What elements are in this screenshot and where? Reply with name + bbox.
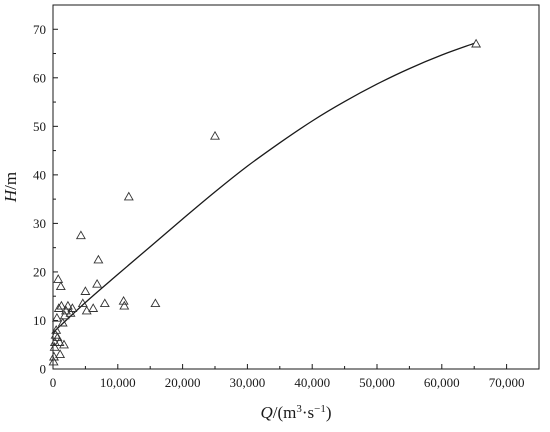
y-tick-label: 70	[33, 22, 46, 37]
data-points	[48, 38, 482, 366]
data-point-triangle	[59, 339, 69, 349]
data-point-triangle	[92, 278, 103, 288]
y-tick-label: 40	[33, 167, 46, 182]
data-point-triangle	[57, 317, 68, 327]
x-tick-label: 70,000	[489, 375, 525, 390]
data-point-triangle	[61, 305, 71, 315]
data-point-triangle	[53, 303, 64, 312]
data-point-triangle	[54, 337, 65, 346]
y-axis-label: H/m	[1, 172, 20, 203]
data-point-triangle	[51, 312, 62, 322]
fit-curve-layer	[52, 42, 475, 334]
data-point-triangle	[471, 38, 482, 48]
data-point-triangle	[48, 356, 59, 366]
data-point-triangle	[55, 349, 66, 359]
plot-frame	[52, 4, 540, 370]
data-point-triangle	[99, 298, 110, 308]
data-point-triangle	[51, 325, 62, 334]
fit-curve	[52, 42, 475, 334]
y-tick-labels: 0 10 20 30 40 50 60 70	[33, 22, 46, 377]
data-point-triangle	[65, 308, 76, 317]
data-point-triangle	[53, 274, 64, 283]
data-point-triangle	[77, 298, 88, 308]
x-tick-label: 30,000	[230, 375, 266, 390]
data-point-triangle	[55, 281, 66, 291]
data-point-triangle	[93, 254, 104, 264]
data-point-triangle	[62, 300, 73, 310]
x-tick-label: 20,000	[165, 375, 201, 390]
y-tick-label: 20	[33, 264, 46, 279]
data-point-triangle	[67, 303, 78, 312]
x-tick-label: 60,000	[424, 375, 460, 390]
y-tick-label: 0	[40, 362, 47, 377]
x-tick-label: 50,000	[359, 375, 395, 390]
data-point-triangle	[118, 295, 129, 305]
y-tick-label: 30	[33, 216, 46, 231]
x-tick-label: 10,000	[100, 375, 136, 390]
data-point-triangle	[88, 303, 99, 312]
y-tick-label: 60	[33, 70, 46, 85]
x-tick-label: 40,000	[294, 375, 330, 390]
x-tick-labels: 0 10,000 20,000 30,000 40,000 50,000 60,000 70,…	[50, 375, 525, 390]
data-point-triangle	[80, 286, 91, 295]
x-axis-label: Q/(m3·s−1)	[260, 403, 331, 422]
data-point-triangle	[52, 332, 63, 342]
y-tick-label: 10	[33, 313, 46, 328]
data-point-triangle	[119, 300, 130, 310]
data-point-triangle	[81, 305, 92, 315]
data-point-triangle	[210, 130, 220, 140]
axis-ticks	[52, 28, 508, 370]
data-point-triangle	[59, 310, 70, 320]
data-point-triangle	[56, 300, 67, 310]
data-point-triangle	[150, 298, 161, 308]
x-tick-label: 0	[50, 375, 57, 390]
y-tick-label: 50	[33, 119, 46, 134]
data-point-triangle	[75, 230, 86, 240]
data-point-triangle	[123, 191, 134, 201]
data-point-triangle	[49, 342, 60, 351]
